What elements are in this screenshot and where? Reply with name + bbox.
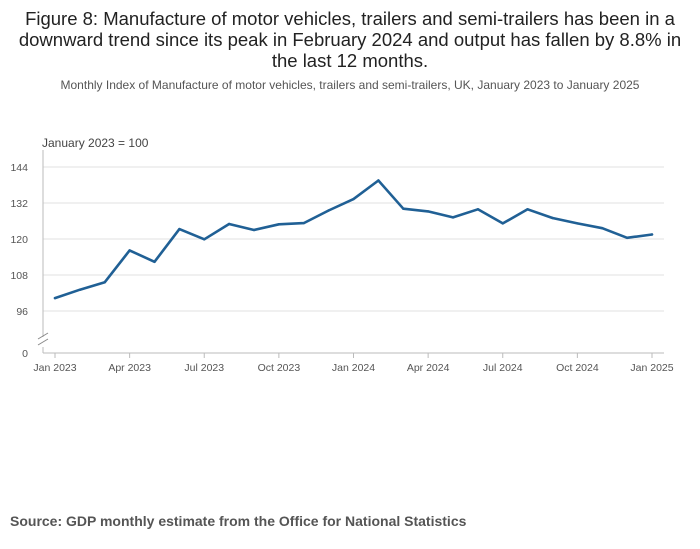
data-point [625, 236, 629, 239]
data-point [78, 288, 82, 291]
data-point [551, 216, 554, 220]
data-point [178, 227, 181, 231]
gridlines [37, 150, 664, 354]
index-base-note: January 2023 = 100 [42, 136, 149, 150]
y-axis: 0 96 108 120 132 144 [10, 162, 28, 360]
data-point [302, 221, 305, 225]
data-point [526, 208, 529, 211]
y-tick-label: 0 [22, 348, 28, 360]
y-tick-label: 144 [10, 162, 28, 174]
x-tick-label: Jan 2024 [332, 362, 375, 374]
data-point [203, 238, 206, 241]
y-tick-label: 96 [16, 306, 28, 318]
data-point [128, 249, 131, 252]
data-point [252, 228, 256, 232]
x-tick-label: Jul 2024 [483, 362, 523, 374]
data-point [103, 281, 106, 284]
x-axis: Jan 2023 Apr 2023 Jul 2023 Oct 2023 Jan 2024… [33, 353, 674, 374]
x-tick-label: Apr 2023 [108, 362, 151, 374]
source-note: Source: GDP monthly estimate from the Of… [10, 513, 467, 529]
x-tick-label: Oct 2023 [258, 362, 301, 374]
data-point [327, 209, 330, 212]
data-point [53, 296, 57, 300]
y-tick-label: 108 [10, 270, 28, 282]
data-point [377, 179, 380, 182]
y-tick-label: 120 [10, 234, 28, 246]
data-point [277, 223, 281, 226]
data-point [153, 260, 156, 263]
chart-subtitle: Monthly Index of Manufacture of motor ve… [60, 78, 640, 92]
data-point [650, 233, 654, 236]
data-point [402, 207, 405, 210]
data-points [53, 179, 654, 300]
data-point [451, 216, 455, 219]
data-point [476, 208, 480, 211]
x-tick-label: Jan 2025 [630, 362, 673, 374]
x-tick-label: Jan 2023 [33, 362, 76, 374]
data-point [601, 227, 604, 230]
x-tick-label: Jul 2023 [184, 362, 224, 374]
axis-break-mark [37, 338, 49, 346]
data-point [352, 197, 355, 201]
x-tick-label: Apr 2024 [407, 362, 450, 374]
data-point [426, 210, 430, 213]
axis-break-mark [37, 332, 49, 340]
data-point [227, 222, 231, 226]
data-point [501, 222, 504, 225]
y-tick-label: 132 [10, 198, 28, 210]
data-point [576, 222, 579, 225]
x-tick-label: Oct 2024 [556, 362, 599, 374]
chart-title: Figure 8: Manufacture of motor vehicles,… [18, 8, 682, 71]
